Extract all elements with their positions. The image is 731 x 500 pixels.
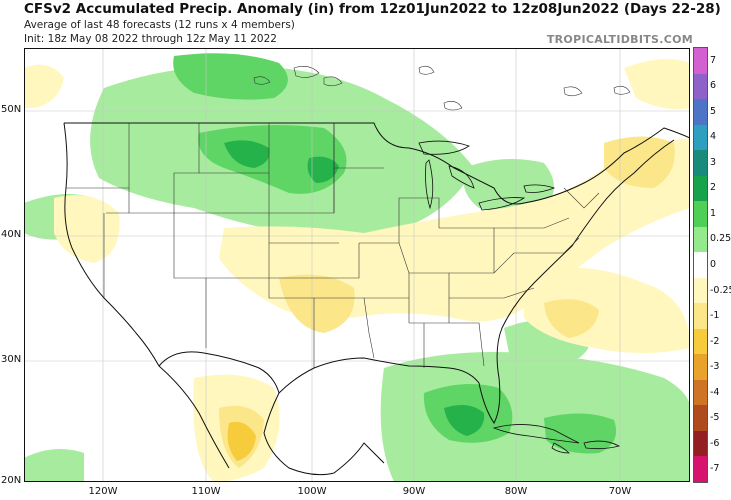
colorbar-swatch	[694, 99, 707, 126]
colorbar-swatch	[694, 456, 707, 483]
longitude-label: 90W	[402, 486, 426, 497]
latitude-label: 20N	[1, 475, 22, 486]
colorbar-swatch	[694, 430, 707, 457]
canada-lakes	[253, 65, 631, 111]
colorbar-swatch	[694, 277, 707, 304]
us-coastline	[63, 122, 675, 469]
latitude-label: 40N	[1, 229, 22, 240]
colorbar-label: -2	[710, 335, 720, 347]
map-subtitle-init: Init: 18z May 08 2022 through 12z May 11…	[24, 33, 277, 45]
longitude-label: 110W	[191, 486, 221, 497]
colorbar-label: -0.25	[710, 284, 731, 296]
colorbar-label: 1	[710, 207, 717, 219]
longitude-label: 120W	[88, 486, 118, 497]
mexico-outline	[158, 351, 385, 476]
caribbean-islands	[492, 424, 621, 454]
map-frame	[24, 48, 690, 482]
colorbar-label: 4	[710, 131, 717, 143]
latitude-label: 50N	[1, 104, 22, 115]
colorbar-label: -7	[710, 463, 720, 475]
colorbar-label: -4	[710, 386, 720, 398]
lat-lon-grid	[24, 48, 690, 482]
map-subtitle-forecasts: Average of last 48 forecasts (12 runs x …	[24, 19, 295, 31]
longitude-label: 80W	[504, 486, 528, 497]
colorbar-swatch	[694, 354, 707, 381]
colorbar-label: -1	[710, 310, 720, 322]
colorbar-swatch	[694, 201, 707, 228]
colorbar-label: 7	[710, 54, 717, 66]
colorbar-label: 2	[710, 182, 717, 194]
canada-border	[64, 122, 690, 205]
state-borders	[66, 123, 600, 368]
colorbar-swatch	[694, 124, 707, 151]
colorbar-label: 0	[710, 259, 717, 270]
colorbar-label: -3	[710, 361, 720, 373]
colorbar-swatch	[694, 73, 707, 100]
colorbar-label: 5	[710, 105, 717, 117]
colorbar-swatch	[694, 175, 707, 202]
colorbar-swatch	[694, 150, 707, 177]
colorbar	[693, 47, 708, 483]
anomaly-pale-yellow-areas	[24, 59, 690, 482]
colorbar-label: -6	[710, 437, 720, 449]
site-credit: TROPICALTIDBITS.COM	[546, 33, 693, 46]
longitude-label: 70W	[608, 486, 632, 497]
colorbar-swatch	[694, 226, 707, 253]
precip-anomaly-map	[24, 48, 690, 482]
colorbar-label: 6	[710, 80, 717, 92]
great-lakes	[418, 140, 556, 211]
colorbar-swatch	[694, 405, 707, 432]
longitude-label: 100W	[297, 486, 327, 497]
anomaly-orange-areas	[227, 421, 256, 461]
colorbar-swatch	[694, 48, 707, 75]
colorbar-label: 0.25	[710, 233, 731, 245]
anomaly-yellow-areas	[219, 136, 675, 468]
colorbar-swatch	[694, 379, 707, 406]
anomaly-dark-green-areas	[224, 140, 485, 436]
colorbar-swatch	[694, 303, 707, 330]
latitude-label: 30N	[1, 354, 22, 365]
colorbar-label: -5	[710, 412, 720, 424]
colorbar-swatch	[694, 252, 707, 279]
colorbar-swatch	[694, 328, 707, 355]
colorbar-label: 3	[710, 156, 717, 168]
map-title: CFSv2 Accumulated Precip. Anomaly (in) f…	[24, 1, 721, 17]
